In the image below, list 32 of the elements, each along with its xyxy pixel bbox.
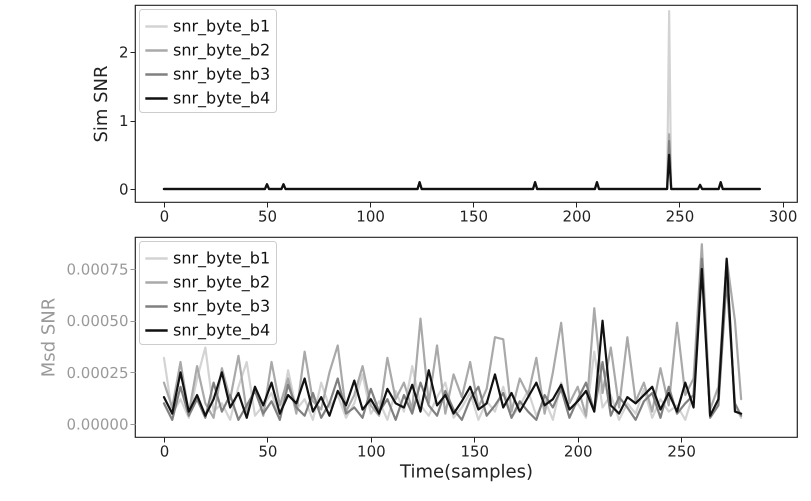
legend-label: snr_byte_b1 <box>173 16 270 36</box>
y-tick-label: 2 <box>118 44 128 62</box>
x-tick-label: 100 <box>356 208 385 226</box>
x-tick-label: 150 <box>459 208 488 226</box>
legend-label: snr_byte_b3 <box>173 64 270 84</box>
x-tick-label: 0 <box>160 208 170 226</box>
legend-label: snr_byte_b2 <box>173 40 270 60</box>
y-axis-title: Sim SNR <box>90 65 112 143</box>
y-tick-label: 0.00025 <box>66 364 128 382</box>
y-tick-label: 0.00050 <box>66 312 128 330</box>
y-tick-label: 1 <box>118 112 128 130</box>
x-axis-title: Time(samples) <box>399 462 533 482</box>
x-tick-label: 150 <box>460 442 490 460</box>
legend-label: snr_byte_b4 <box>173 88 270 108</box>
legend-label: snr_byte_b1 <box>173 248 270 268</box>
y-axis-title: Msd SNR <box>38 298 60 378</box>
x-tick-label: 100 <box>357 442 386 460</box>
legend-label: snr_byte_b3 <box>173 296 270 316</box>
y-tick-label: 0.00075 <box>66 260 128 279</box>
x-tick-label: 250 <box>666 208 694 226</box>
x-tick-label: 200 <box>564 442 593 460</box>
y-tick-label: 0.00000 <box>66 415 128 434</box>
x-tick-label: 300 <box>768 208 798 226</box>
x-tick-label: 50 <box>258 442 278 460</box>
x-tick-label: 50 <box>258 208 278 226</box>
x-tick-label: 250 <box>667 442 696 460</box>
y-tick-label: 0 <box>118 180 128 199</box>
x-tick-label: 200 <box>562 208 592 226</box>
legend-label: snr_byte_b2 <box>173 272 270 292</box>
line-series <box>162 154 761 190</box>
legend-label: snr_byte_b4 <box>173 320 270 340</box>
x-tick-label: 0 <box>160 442 170 460</box>
